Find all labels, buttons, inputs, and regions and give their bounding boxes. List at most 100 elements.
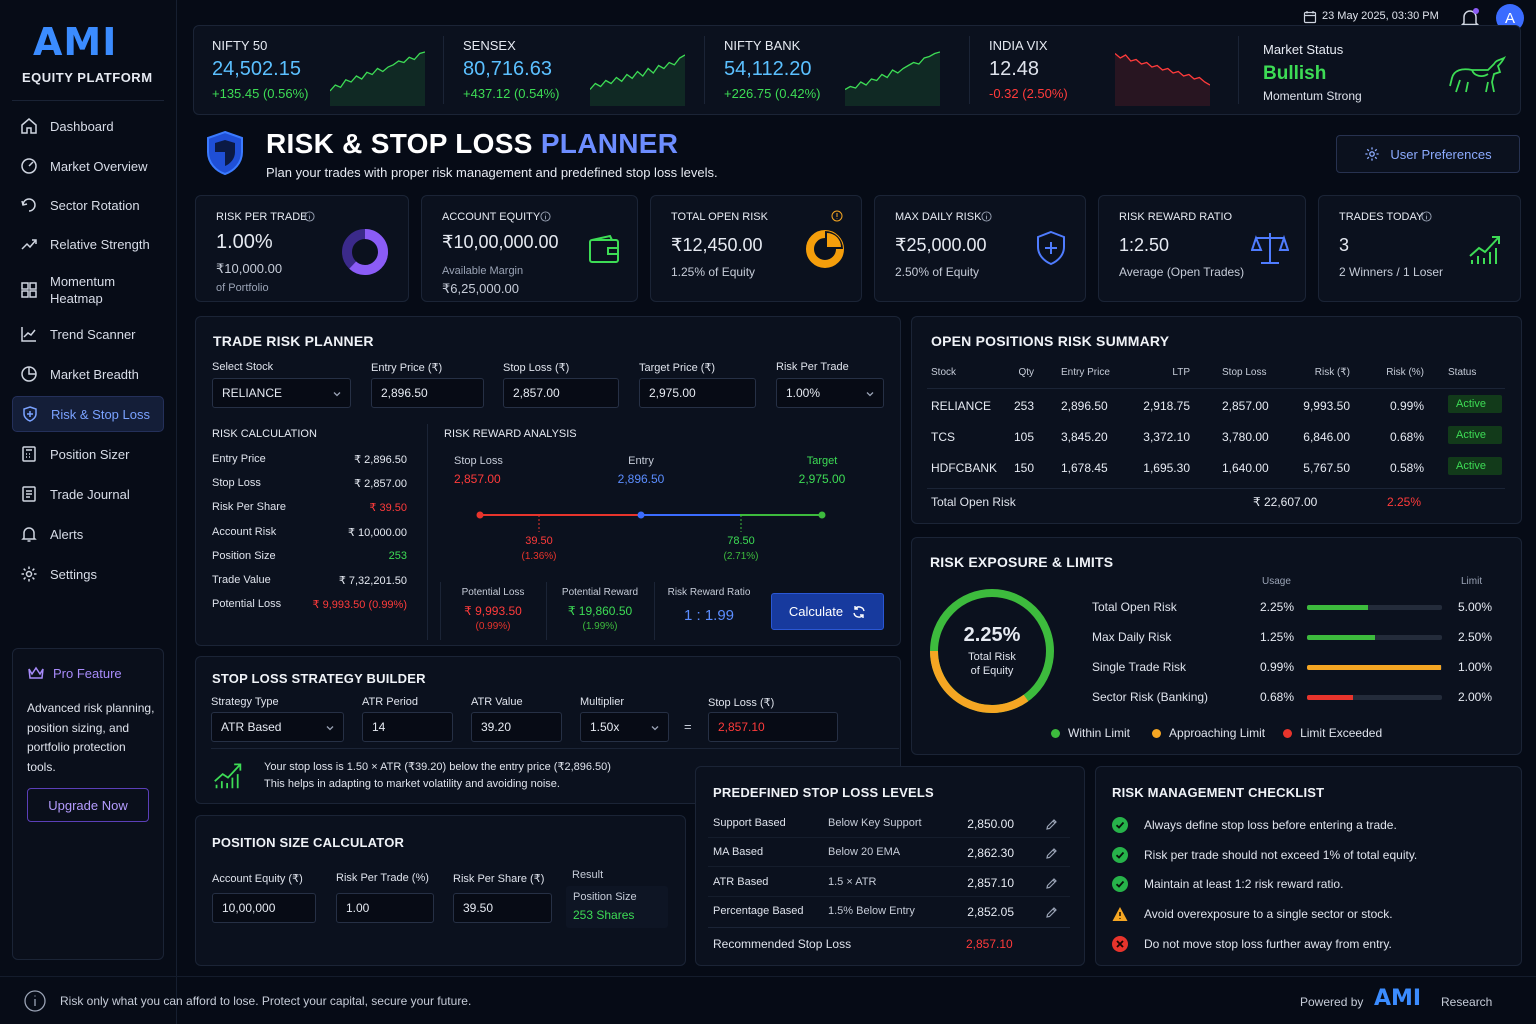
atr-value-input[interactable]: 39.20 — [471, 712, 562, 742]
table-cell: 2,918.75 — [1143, 399, 1190, 413]
kpi-sub: 2 Winners / 1 Loser — [1339, 265, 1444, 279]
nav-relative-strength[interactable]: Relative Strength — [12, 226, 164, 262]
nav-market-breadth[interactable]: Market Breadth — [12, 356, 164, 392]
wallet-icon — [589, 234, 619, 263]
edit-pencil-icon[interactable] — [1045, 818, 1058, 831]
edit-pencil-icon[interactable] — [1045, 877, 1058, 890]
calculate-label: Calculate — [788, 604, 844, 619]
field-label: ATR Period — [362, 696, 419, 708]
account-equity-input[interactable]: 10,00,000 — [212, 893, 316, 923]
nav-risk-stop-loss[interactable]: Risk & Stop Loss — [12, 396, 164, 432]
table-cell: RELIANCE — [931, 399, 992, 413]
table-cell: 0.58% — [1389, 461, 1424, 475]
calendar-icon — [1303, 11, 1317, 24]
card-title: TRADE RISK PLANNER — [213, 333, 374, 349]
nav-market-overview[interactable]: Market Overview — [12, 148, 164, 184]
brand-subtitle: EQUITY PLATFORM — [22, 70, 153, 85]
kpi-sub: 1.25% of Equity — [671, 265, 756, 279]
total-open-risk-pct: 2.25% — [1387, 495, 1422, 509]
nav-settings[interactable]: Settings — [12, 556, 164, 592]
risk-per-trade-dropdown[interactable]: 1.00% — [776, 378, 884, 408]
card-title: OPEN POSITIONS RISK SUMMARY — [931, 333, 1170, 349]
growth-chart-icon — [1469, 236, 1500, 264]
kpi-value: 1.00% — [216, 231, 273, 253]
open-positions-card: OPEN POSITIONS RISK SUMMARY — [911, 316, 1522, 524]
nav-position-sizer[interactable]: Position Sizer — [12, 436, 164, 472]
usage-header: Usage — [1262, 576, 1291, 587]
multiplier-dropdown[interactable]: 1.50x — [580, 712, 669, 742]
exposure-usage: 1.25% — [1259, 630, 1294, 644]
edit-pencil-icon[interactable] — [1045, 906, 1058, 919]
nav-alerts[interactable]: Alerts — [12, 516, 164, 552]
ticker-value: 12.48 — [989, 58, 1040, 80]
total-open-risk-value: ₹ 22,607.00 — [1253, 495, 1318, 509]
balance-scale-icon — [1251, 233, 1289, 264]
info-icon — [981, 211, 992, 222]
field-value: 2,857.10 — [718, 720, 765, 734]
strategy-type-dropdown[interactable]: ATR Based — [211, 712, 344, 742]
ticker-change: +437.12 (0.54%) — [463, 86, 560, 101]
edit-pencil-icon[interactable] — [1045, 847, 1058, 860]
growth-chart-icon — [214, 763, 242, 789]
atr-period-input[interactable]: 14 — [362, 712, 453, 742]
table-cell: 2,857.00 — [1222, 399, 1269, 413]
risk-per-trade-input[interactable]: 1.00 — [336, 893, 434, 923]
kpi-value: ₹25,000.00 — [895, 235, 987, 255]
nav-label: Market Overview — [50, 158, 148, 174]
shield-logo-icon — [207, 130, 243, 176]
table-cell: HDFCBANK — [931, 461, 998, 475]
table-cell: 6,846.00 — [1303, 430, 1350, 444]
nav-momentum-heatmap[interactable]: Momentum Heatmap — [12, 270, 164, 310]
kpi-sub: Average (Open Trades) — [1119, 265, 1245, 279]
entry-price-input[interactable]: 2,896.50 — [371, 378, 484, 408]
level-rule: Below 20 EMA — [828, 846, 901, 859]
divider — [927, 388, 1505, 389]
calc-value: ₹ 2,896.50 — [354, 454, 407, 466]
field-label: Risk Per Trade — [776, 361, 849, 373]
stop-loss-output[interactable]: 2,857.10 — [708, 712, 838, 742]
card-title: POSITION SIZE CALCULATOR — [212, 835, 405, 850]
select-stock-dropdown[interactable]: RELIANCE — [212, 378, 351, 408]
kpi-sub: ₹10,000.00 — [216, 261, 283, 276]
level-value: 2,850.00 — [967, 817, 1014, 831]
user-preferences-button[interactable]: User Preferences — [1336, 135, 1520, 173]
calc-value: ₹ 2,857.00 — [354, 478, 407, 491]
table-cell: 1,695.30 — [1143, 461, 1190, 475]
pie-icon — [21, 366, 37, 382]
ticker-sparkline — [845, 51, 940, 106]
exposure-label: Max Daily Risk — [1092, 630, 1172, 644]
ticker-sparkline — [1115, 53, 1210, 106]
shield-icon — [23, 406, 37, 422]
table-cell: 253 — [1013, 399, 1034, 413]
table-cell: 150 — [1013, 461, 1034, 475]
nav-sector-rotation[interactable]: Sector Rotation — [12, 187, 164, 223]
ticker-sparkline — [330, 51, 425, 106]
nav-trend-scanner[interactable]: Trend Scanner — [12, 316, 164, 352]
upgrade-now-button[interactable]: Upgrade Now — [27, 788, 149, 822]
divider — [1238, 36, 1239, 104]
stop-loss-input[interactable]: 2,857.00 — [503, 378, 619, 408]
crown-icon — [28, 666, 44, 679]
calc-value: 253 — [388, 549, 407, 562]
table-cell: 0.68% — [1389, 430, 1424, 444]
level-rule: Below Key Support — [828, 817, 922, 829]
level-value: 2,852.05 — [967, 904, 1014, 919]
legend-dot-red — [1283, 728, 1293, 738]
field-label: ATR Value — [471, 696, 523, 708]
target-price-input[interactable]: 2,975.00 — [639, 378, 756, 408]
nav-trade-journal[interactable]: Trade Journal — [12, 476, 164, 512]
info-icon — [304, 211, 315, 222]
level-rule: 1.5 × ATR — [828, 875, 877, 888]
kpi-risk-reward-ratio: RISK REWARD RATIO 1:2.50 Average (Open T… — [1098, 195, 1306, 302]
risk-checklist-card: RISK MANAGEMENT CHECKLIST — [1095, 766, 1522, 966]
calculator-icon — [22, 446, 36, 462]
table-cell: 0.99% — [1389, 399, 1424, 413]
nav-dashboard[interactable]: Dashboard — [12, 108, 164, 144]
risk-per-share-input[interactable]: 39.50 — [453, 893, 552, 923]
field-label: Stop Loss (₹) — [503, 362, 570, 374]
calculate-button[interactable]: Calculate — [771, 593, 884, 630]
calc-label: Risk Per Share — [212, 501, 286, 514]
warning-triangle-icon — [1112, 907, 1128, 922]
reward-pct: (2.71%) — [723, 551, 758, 562]
rr-target-label: Target — [807, 455, 838, 467]
